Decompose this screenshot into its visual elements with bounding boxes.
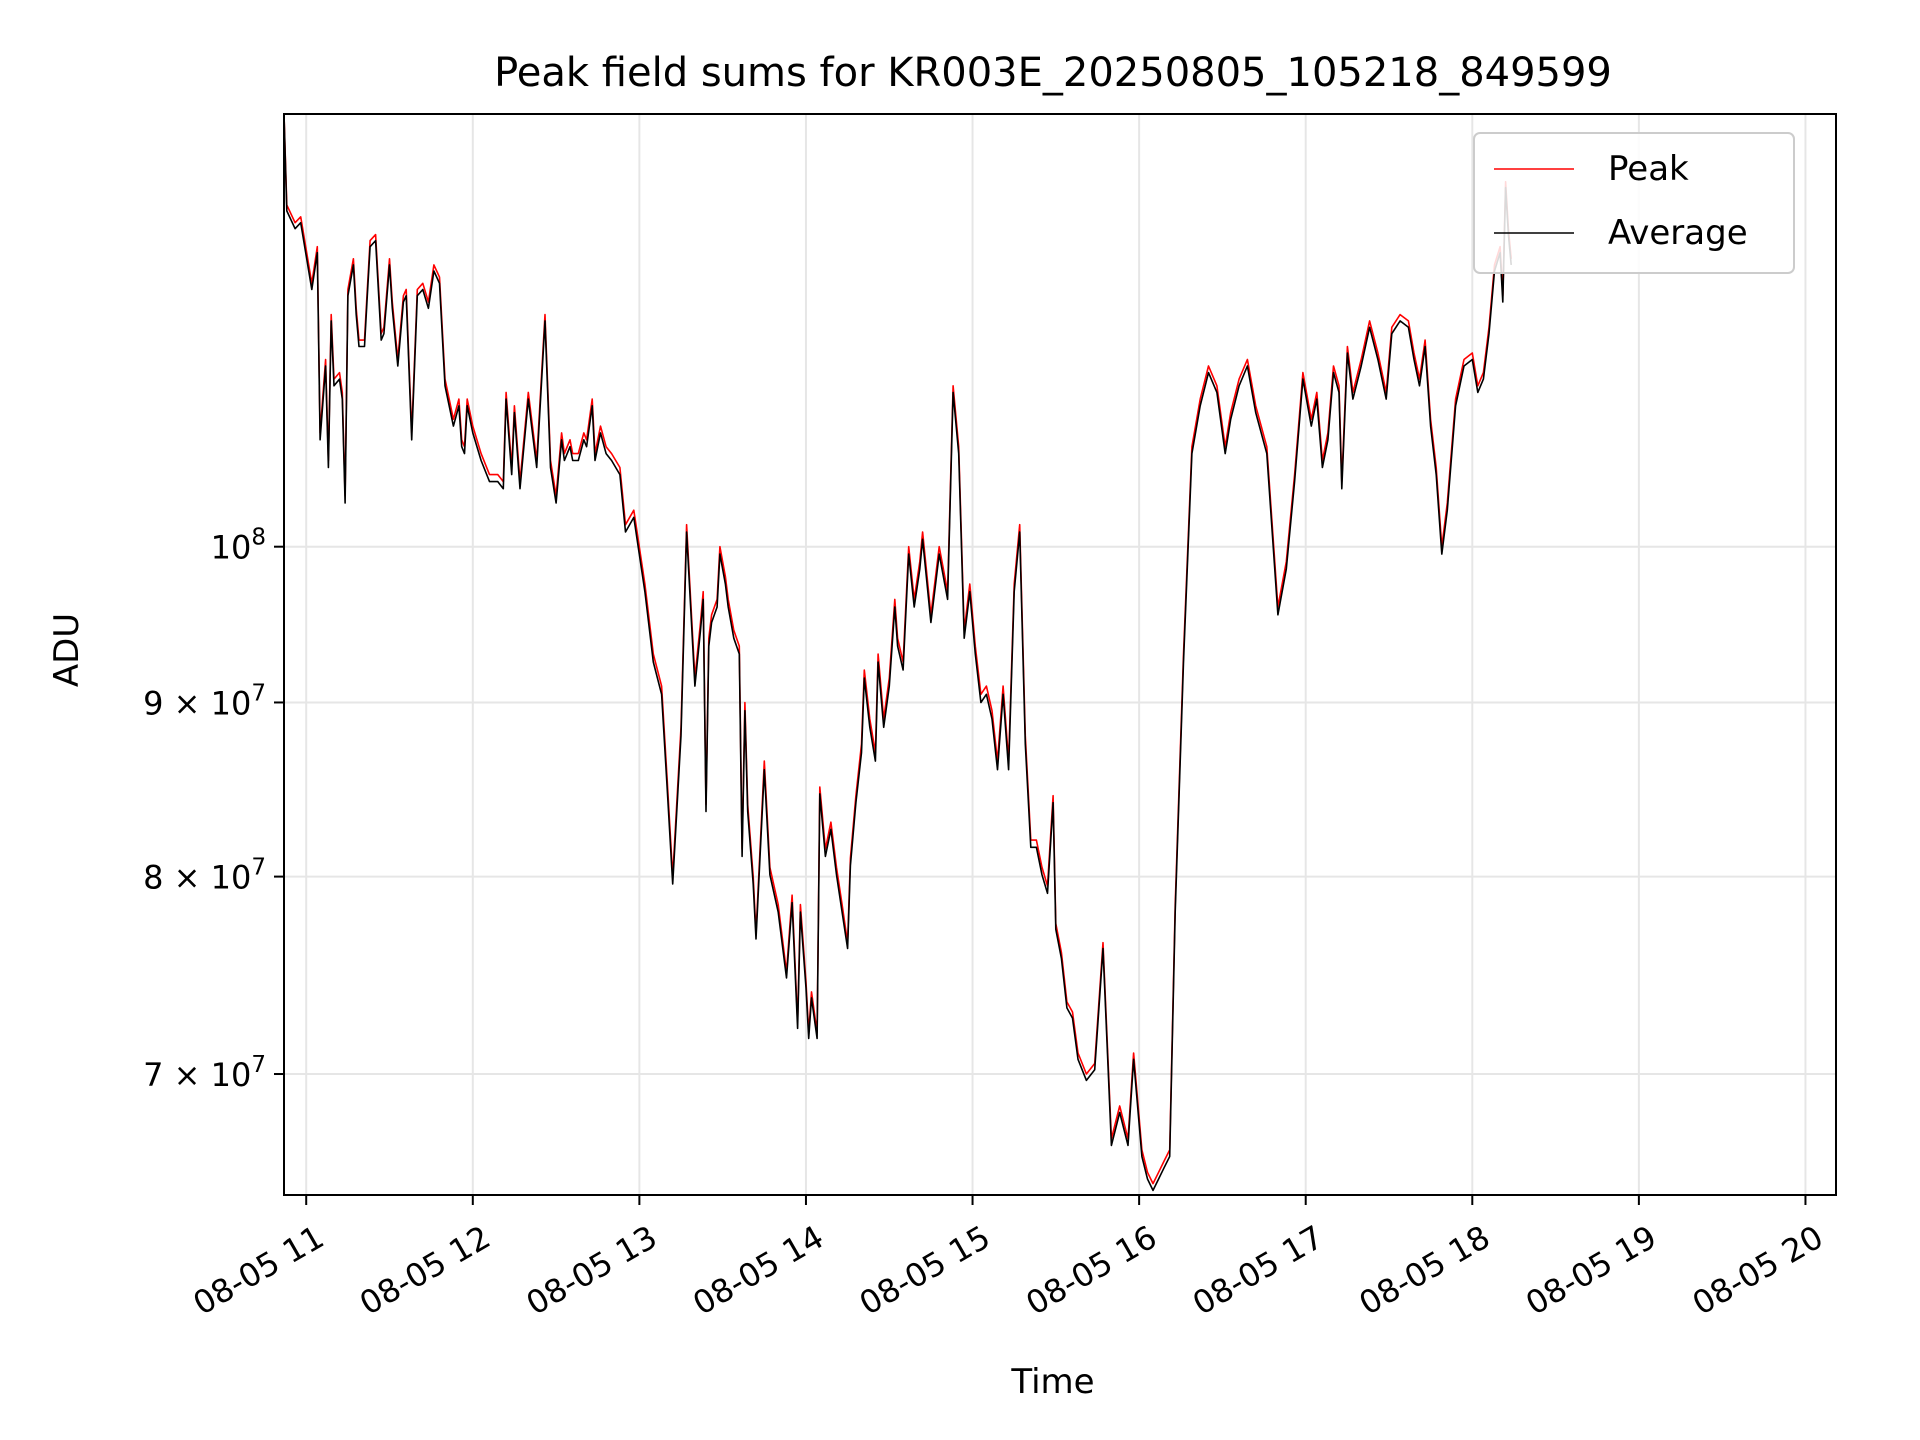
x-axis-label: Time (1010, 1362, 1094, 1402)
y-tick-label: 9 × 107 (143, 680, 266, 722)
grid (284, 114, 1836, 1195)
y-axis: 7 × 107 8 × 107 9 × 107 108 (143, 525, 284, 1094)
legend: Peak Average (1473, 132, 1795, 274)
legend-label: Average (1608, 213, 1748, 253)
legend-box (1473, 132, 1795, 274)
series-line-average (283, 113, 1512, 1192)
y-tick-label: 108 (211, 525, 266, 567)
legend-label: Peak (1608, 149, 1689, 189)
y-tick-label: 8 × 107 (143, 855, 266, 897)
plot-frame (283, 113, 1837, 1196)
y-axis-label: ADU (47, 613, 87, 687)
y-tick-label: 7 × 107 (143, 1052, 266, 1094)
series-group (283, 113, 1512, 1192)
chart-title: Peak field sums for KR003E_20250805_1052… (494, 50, 1612, 96)
